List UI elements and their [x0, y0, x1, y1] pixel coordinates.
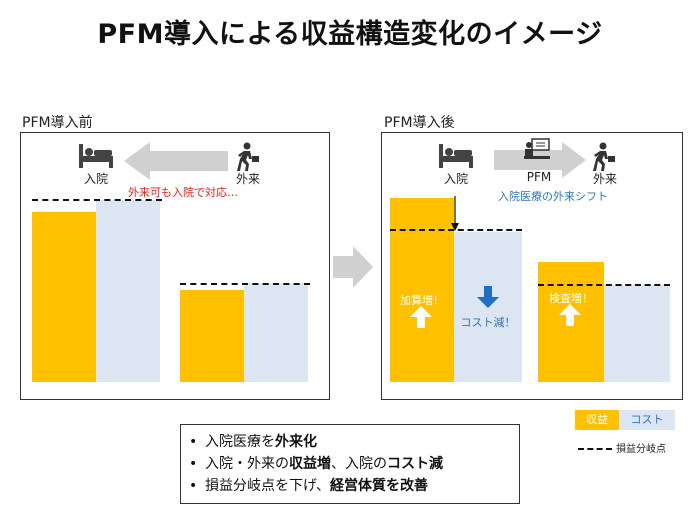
after-outpatient-breakeven-line	[538, 284, 670, 286]
before-outpatient-revenue-bar	[180, 290, 244, 382]
walking-person-icon	[593, 142, 615, 171]
after-bar2-text: コスト減！	[460, 316, 516, 329]
legend-revenue: 収益	[575, 410, 619, 430]
before-inpatient-breakeven-line	[32, 199, 162, 201]
after-note: 入院医療の外来シフト	[498, 190, 608, 203]
arrow-up-icon	[559, 304, 581, 326]
summary-bullet: • 入院・外来の収益増、入院のコスト減	[189, 456, 443, 472]
after-inpatient-label: 入院	[443, 172, 468, 186]
before-inpatient-revenue-bar	[32, 212, 96, 382]
right-arrow-icon	[494, 142, 586, 178]
before-panel-label: PFM導入前	[22, 115, 93, 131]
after-inpatient-revenue-bar	[390, 198, 454, 382]
left-arrow-icon	[124, 142, 228, 180]
arrow-up-icon	[410, 306, 432, 328]
doctor-desk-icon	[524, 138, 550, 159]
arrow-down-icon	[477, 286, 499, 308]
before-inpatient-cost-bar	[96, 200, 160, 382]
before-outpatient-label: 外来	[235, 172, 260, 186]
summary-bullet: • 入院医療を外来化	[189, 434, 317, 450]
before-outpatient-cost-bar	[244, 283, 308, 382]
after-bar3-text: 検査増！	[549, 292, 593, 305]
breakeven-shift-arrow-icon	[451, 196, 459, 231]
bed-icon	[439, 144, 473, 168]
before-inpatient-label: 入院	[83, 172, 108, 186]
transition-arrow-icon	[333, 246, 373, 288]
walking-person-icon	[237, 142, 259, 171]
summary-bullet-list: • 入院医療を外来化 • 入院・外来の収益増、入院のコスト減 • 損益分岐点を下げ、経…	[180, 424, 520, 504]
after-outpatient-label: 外来	[592, 172, 617, 186]
after-inpatient-breakeven-line	[390, 229, 522, 231]
before-outpatient-breakeven-line	[180, 283, 310, 285]
summary-bullet: • 損益分岐点を下げ、経営体質を改善	[189, 478, 429, 494]
after-outpatient-cost-bar	[604, 285, 670, 382]
bed-icon	[79, 144, 113, 168]
legend-breakeven-label: 損益分岐点	[616, 444, 666, 455]
after-panel-label: PFM導入後	[384, 115, 455, 131]
page-title: PFM導入による収益構造変化のイメージ	[97, 19, 603, 50]
legend-cost: コスト	[619, 410, 675, 430]
after-bar1-text: 加算増！	[400, 294, 444, 307]
legend-breakeven-line	[578, 448, 612, 450]
before-note: 外来可も入院で対応…	[128, 186, 238, 199]
after-pfm-label: PFM	[526, 170, 552, 184]
